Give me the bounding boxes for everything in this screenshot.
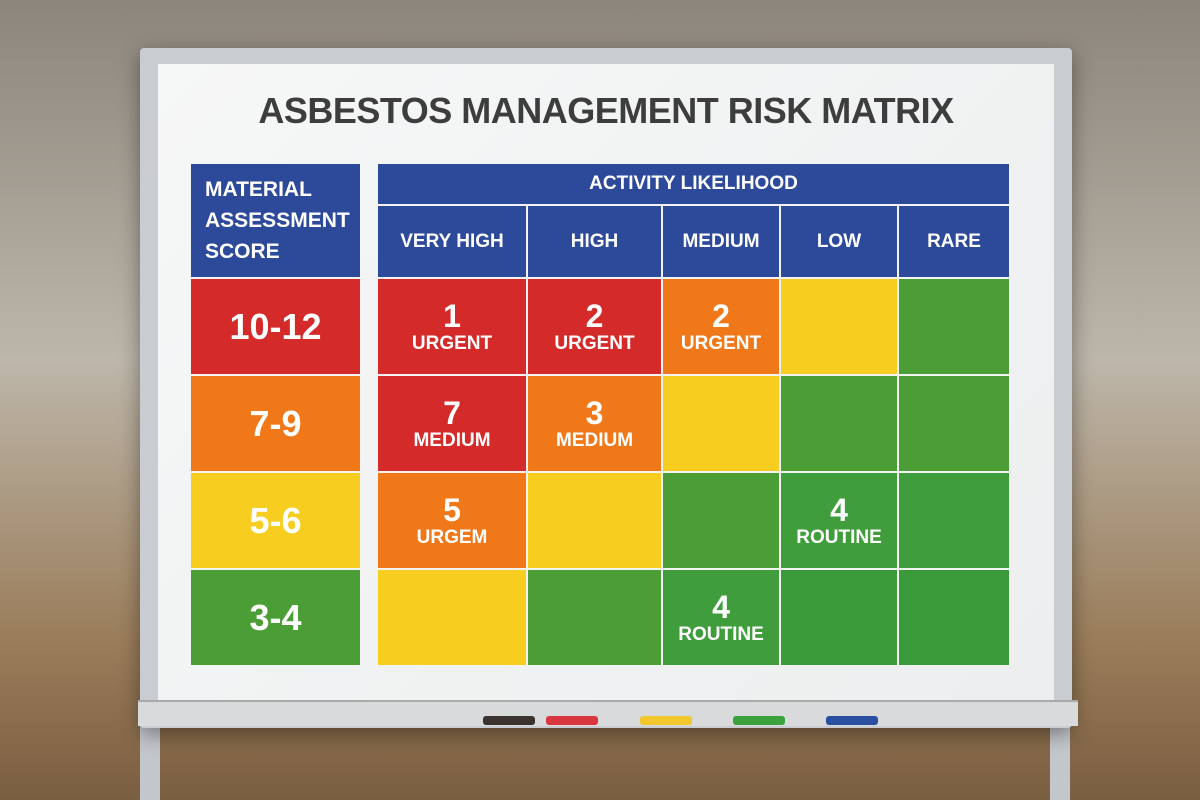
score-cell: 3-4	[190, 569, 361, 666]
score-text: 10-12	[229, 305, 322, 347]
matrix-cell	[898, 278, 1010, 375]
matrix-cell	[662, 472, 780, 569]
matrix-cell: 4 ROUTINE	[662, 569, 780, 666]
stand-leg	[1050, 726, 1070, 800]
marker-tray	[138, 700, 1078, 726]
column-header-text: LOW	[816, 230, 862, 252]
cell-label: URGENT	[411, 332, 493, 354]
cell-number: 7	[443, 394, 461, 431]
matrix-cell	[898, 375, 1010, 472]
cell-number: 2	[712, 297, 730, 334]
cell-label: URGEM	[416, 526, 488, 548]
cell-number: 1	[443, 297, 461, 334]
matrix-cell	[662, 375, 780, 472]
cell-label: MEDIUM	[413, 429, 491, 451]
cell-label: URGENT	[680, 332, 762, 354]
column-header-text: MEDIUM	[682, 230, 760, 252]
column-header: VERY HIGH	[377, 205, 527, 278]
score-text: 7-9	[249, 402, 302, 444]
cell-label: URGENT	[554, 332, 635, 354]
matrix-cell	[527, 472, 662, 569]
score-cell: 5-6	[190, 472, 361, 569]
matrix-cell: 7 MEDIUM	[377, 375, 527, 472]
column-header: RARE	[898, 205, 1010, 278]
score-cell: 7-9	[190, 375, 361, 472]
cell-number: 4	[830, 491, 848, 528]
matrix-cell	[780, 278, 898, 375]
row-header-text: MATERIAL ASSESSMENT SCORE	[205, 178, 350, 263]
matrix-cell: 4 ROUTINE	[780, 472, 898, 569]
matrix-cell: 2 URGENT	[527, 278, 662, 375]
matrix-cell	[527, 569, 662, 666]
matrix-cell	[780, 375, 898, 472]
column-header: LOW	[780, 205, 898, 278]
stand-leg	[140, 726, 160, 800]
column-group-header: ACTIVITY LIKELIHOOD	[377, 163, 1010, 205]
column-header: HIGH	[527, 205, 662, 278]
cell-number: 2	[585, 297, 604, 334]
column-header: MEDIUM	[662, 205, 780, 278]
marker	[546, 716, 598, 725]
marker	[640, 716, 692, 725]
cell-number: 5	[443, 491, 461, 528]
column-header-text: HIGH	[570, 230, 619, 252]
matrix-cell	[377, 569, 527, 666]
cell-label: ROUTINE	[678, 623, 764, 645]
marker	[733, 716, 785, 725]
score-text: 3-4	[249, 596, 302, 638]
score-cell: 10-12	[190, 278, 361, 375]
marker	[826, 716, 878, 725]
matrix-cell	[898, 569, 1010, 666]
cell-label: MEDIUM	[555, 429, 634, 451]
column-group-text: ACTIVITY LIKELIHOOD	[589, 173, 798, 194]
matrix-cell: 1 URGENT	[377, 278, 527, 375]
row-header: MATERIAL ASSESSMENT SCORE	[190, 163, 361, 278]
cell-number: 4	[712, 588, 730, 625]
column-header-text: RARE	[927, 230, 981, 252]
matrix-cell	[780, 569, 898, 666]
matrix-cell: 5 URGEM	[377, 472, 527, 569]
marker	[483, 716, 535, 725]
matrix-cell: 2 URGENT	[662, 278, 780, 375]
column-header-text: VERY HIGH	[400, 230, 504, 252]
cell-number: 3	[585, 394, 604, 431]
matrix-cell: 3 MEDIUM	[527, 375, 662, 472]
cell-label: ROUTINE	[796, 526, 882, 548]
score-text: 5-6	[249, 499, 302, 541]
title: ASBESTOS MANAGEMENT RISK MATRIX	[258, 90, 954, 131]
matrix-cell	[898, 472, 1010, 569]
